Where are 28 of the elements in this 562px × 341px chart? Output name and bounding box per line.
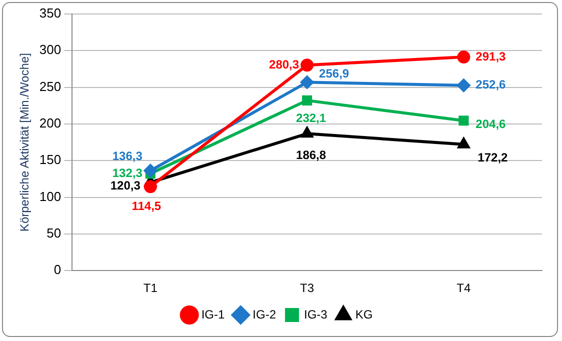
data-label: 252,6 — [476, 78, 506, 92]
data-label: 291,3 — [476, 49, 506, 64]
x-tick-label: T3 — [300, 281, 314, 296]
data-label: 256,9 — [319, 66, 350, 81]
data-label: 172,2 — [478, 150, 508, 165]
data-label: 132,3 — [112, 166, 143, 180]
data-label: 232,1 — [296, 110, 326, 125]
data-label: 186,8 — [296, 148, 326, 162]
y-axis-title: Körperliche Aktivität [Min./Woche] — [18, 53, 32, 232]
data-label: 136,3 — [112, 148, 143, 163]
y-tick-label: 250 — [39, 78, 62, 94]
legend-label: KG — [355, 307, 373, 322]
legend-label: IG-1 — [201, 307, 225, 322]
y-tick-label: 350 — [39, 6, 62, 21]
data-label: 280,3 — [269, 57, 300, 72]
y-tick-label: 200 — [39, 116, 62, 131]
y-tick-label: 300 — [39, 42, 62, 58]
legend-label: IG-2 — [252, 307, 276, 322]
data-label: 114,5 — [132, 198, 162, 213]
y-tick-label: 0 — [54, 262, 62, 278]
legend-label: IG-3 — [304, 307, 328, 322]
y-tick-label: 150 — [39, 152, 62, 168]
data-label: 204,6 — [476, 116, 506, 131]
data-label: 120,3 — [110, 178, 141, 193]
x-tick-label: T1 — [143, 281, 158, 296]
y-tick-label: 50 — [46, 226, 62, 241]
x-tick-label: T4 — [456, 281, 472, 296]
y-tick-label: 100 — [39, 188, 62, 204]
